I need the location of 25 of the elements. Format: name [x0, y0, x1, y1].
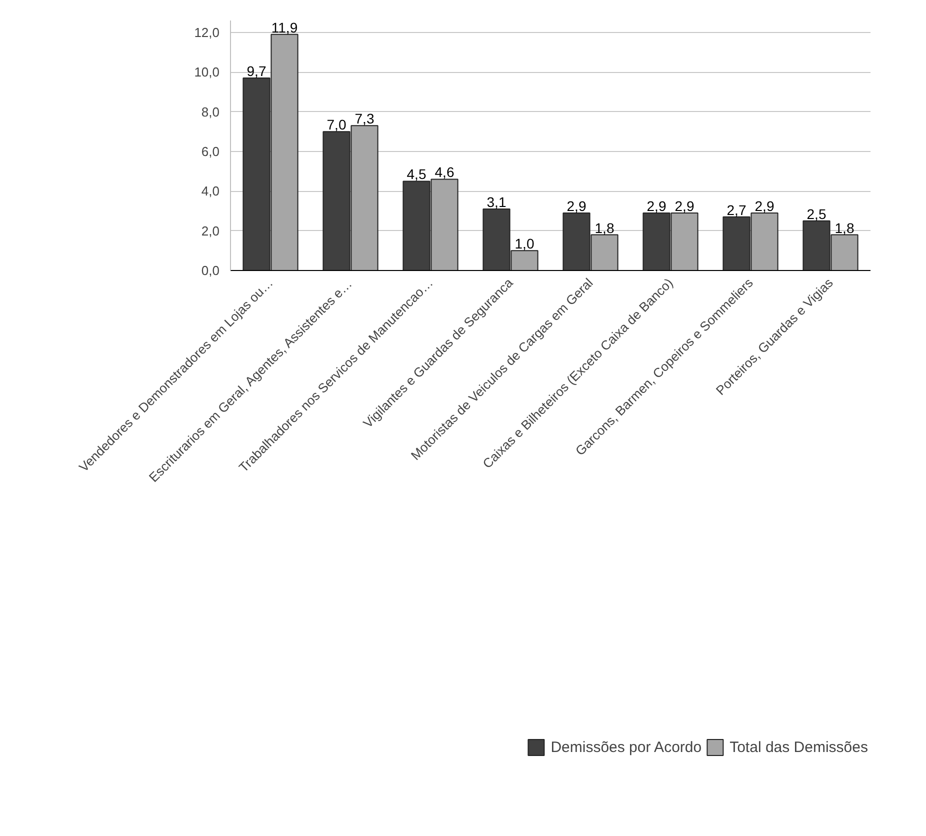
- data-label: 2,7: [726, 202, 746, 218]
- data-label: 7,0: [326, 116, 346, 133]
- y-tick-label: 8,0: [201, 104, 220, 120]
- y-tick-label: 0,0: [201, 263, 220, 278]
- data-label: 3,1: [486, 194, 506, 210]
- data-label: 9,7: [246, 63, 266, 80]
- data-label: 2,9: [674, 198, 694, 214]
- legend-label: Demissões por Acordo: [550, 738, 702, 756]
- data-label: 4,6: [434, 164, 454, 180]
- data-label: 11,9: [271, 19, 298, 36]
- y-tick-label: 6,0: [201, 144, 220, 159]
- data-label: 2,9: [754, 198, 774, 214]
- y-tick-label: 12,0: [194, 24, 220, 40]
- data-label: 2,9: [566, 198, 586, 214]
- y-tick-label: 10,0: [194, 64, 220, 80]
- data-label: 1,0: [514, 236, 534, 252]
- data-label: 4,5: [406, 166, 426, 182]
- data-label: 1,8: [594, 220, 614, 236]
- y-tick-label: 4,0: [201, 184, 220, 199]
- data-label: 2,9: [646, 198, 666, 214]
- data-label: 1,8: [834, 220, 854, 236]
- data-label: 2,5: [806, 206, 826, 222]
- data-label: 7,3: [354, 110, 374, 127]
- y-tick-label: 2,0: [201, 223, 220, 238]
- legend-label: Total das Demissões: [730, 738, 868, 756]
